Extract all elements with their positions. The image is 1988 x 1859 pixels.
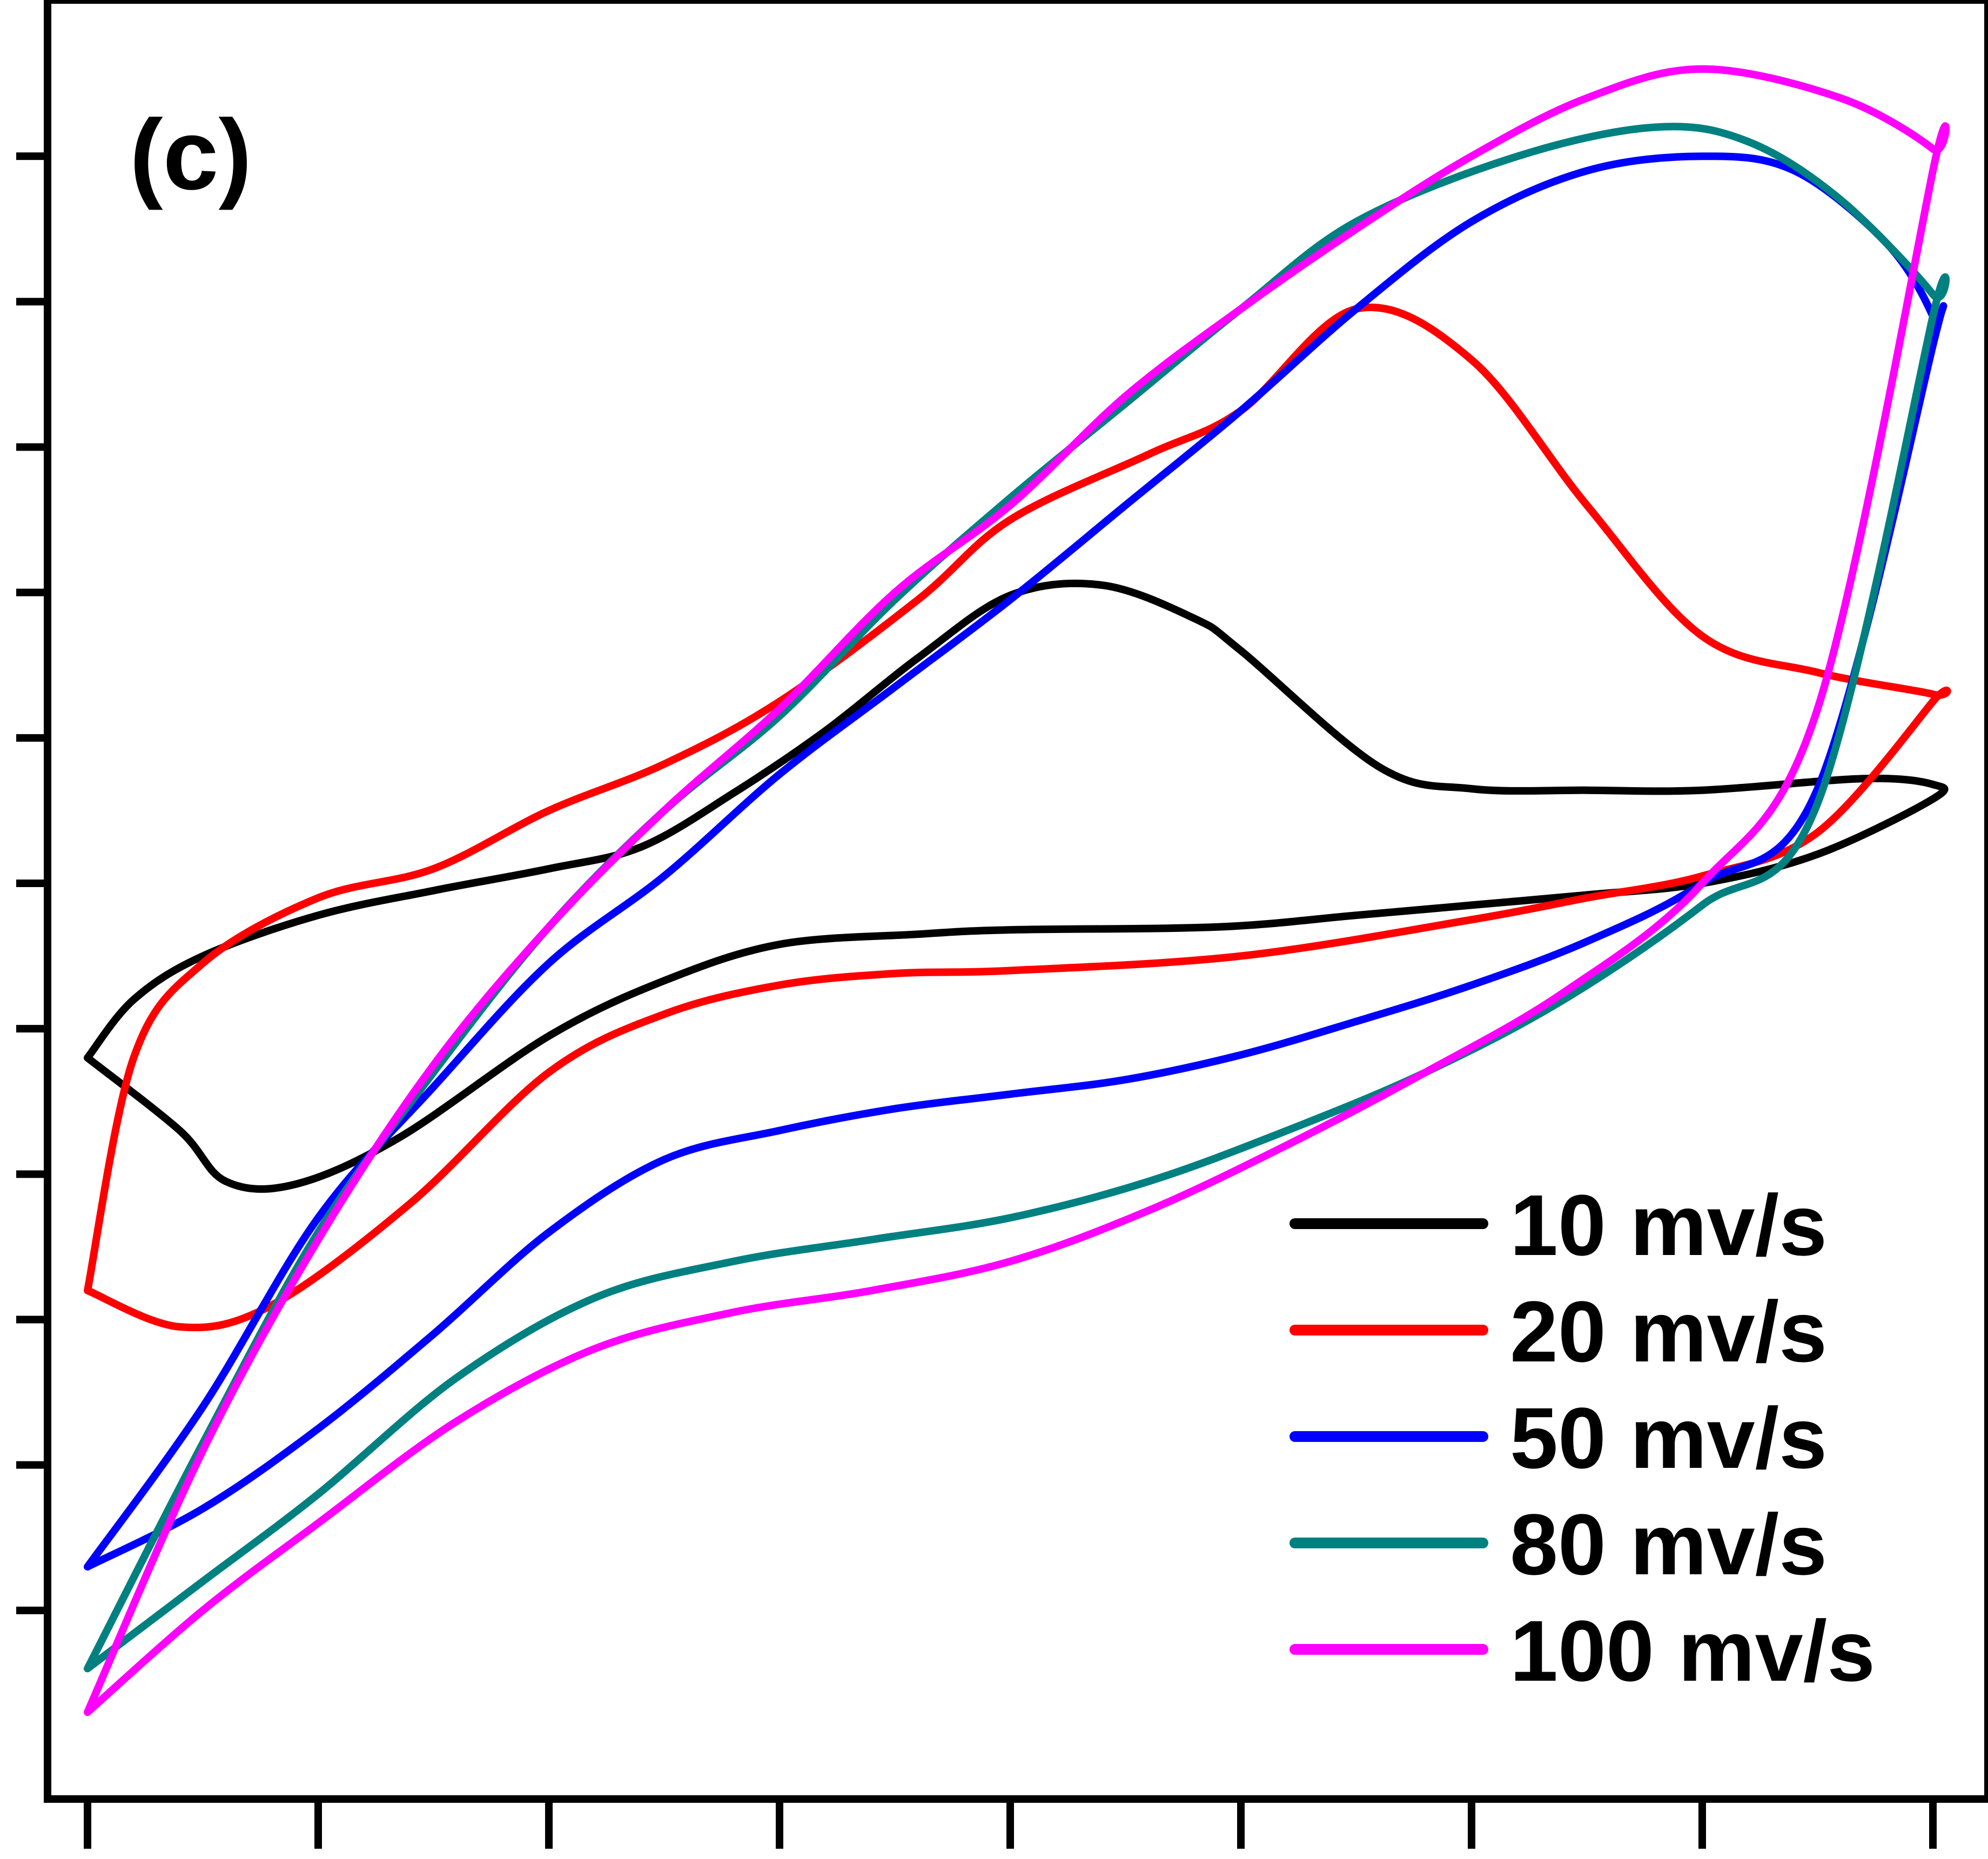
legend-label-1: 20 mv/s — [1510, 1283, 1827, 1380]
series-layer — [84, 65, 1951, 1716]
x-axis-ticks — [84, 1799, 1937, 1849]
legend-label-4: 100 mv/s — [1510, 1602, 1875, 1699]
series-line-4 — [84, 65, 1950, 1716]
panel-label: (c) — [130, 99, 252, 211]
plot-frame — [44, 0, 1988, 1803]
y-axis-ticks — [16, 152, 48, 1614]
legend-label-0: 10 mv/s — [1510, 1177, 1827, 1273]
legend-label-2: 50 mv/s — [1510, 1390, 1827, 1486]
series-line-1 — [84, 303, 1951, 1332]
legend-label-3: 80 mv/s — [1510, 1496, 1827, 1593]
